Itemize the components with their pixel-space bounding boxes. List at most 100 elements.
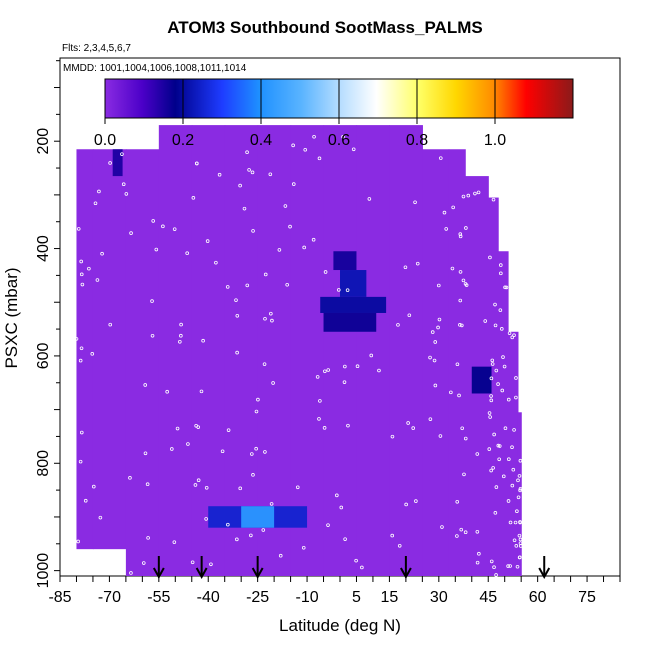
sample-point xyxy=(95,278,100,282)
sample-point xyxy=(315,375,320,379)
sample-point xyxy=(512,428,516,432)
sample-point xyxy=(262,362,267,366)
sample-point xyxy=(191,196,196,200)
sample-point xyxy=(343,364,347,369)
sample-point xyxy=(254,409,259,414)
sample-point xyxy=(508,520,513,525)
sample-point xyxy=(209,562,213,567)
sample-point xyxy=(510,483,515,488)
chart-title: ATOM3 Southbound SootMass_PALMS xyxy=(167,18,483,37)
sample-point xyxy=(461,278,466,283)
sample-point xyxy=(141,561,146,565)
sample-point xyxy=(225,285,230,289)
sample-point xyxy=(466,193,471,198)
sample-point xyxy=(74,337,79,341)
sample-point xyxy=(76,539,80,544)
sample-point xyxy=(498,263,503,267)
sample-point xyxy=(507,457,511,461)
sample-point xyxy=(438,156,443,160)
sample-point xyxy=(204,517,208,521)
sample-point xyxy=(360,565,364,570)
sample-point xyxy=(442,210,447,215)
sample-point xyxy=(507,331,512,335)
sample-point xyxy=(194,161,199,166)
sample-point xyxy=(226,522,230,527)
sample-point xyxy=(518,520,522,524)
sample-point xyxy=(326,523,330,527)
sample-point xyxy=(458,270,463,274)
sample-point xyxy=(464,226,468,230)
coverage-column xyxy=(191,125,226,576)
sample-point xyxy=(312,134,316,139)
sample-point xyxy=(460,426,465,431)
sample-point xyxy=(238,486,243,491)
sample-point xyxy=(249,452,254,456)
dates-note: MMDD: 1001,1004,1006,1008,1011,1014 xyxy=(63,63,247,74)
sample-point xyxy=(78,358,83,363)
x-axis-label: Latitude (deg N) xyxy=(279,616,401,635)
sample-point xyxy=(500,388,505,393)
sample-point xyxy=(503,285,507,290)
sample-point xyxy=(497,457,501,462)
sample-point xyxy=(79,259,83,264)
coverage-column xyxy=(257,125,292,576)
sample-point xyxy=(506,564,510,568)
sample-point xyxy=(489,468,493,473)
sample-point xyxy=(444,227,449,231)
sample-point xyxy=(451,205,455,210)
coverage-column xyxy=(323,125,358,576)
sample-point xyxy=(459,527,464,532)
sample-point xyxy=(335,493,339,498)
sample-point xyxy=(317,156,322,161)
sample-point xyxy=(83,498,88,503)
sample-point xyxy=(501,474,506,479)
heatmap-cell xyxy=(241,506,275,528)
sample-point xyxy=(268,172,273,177)
coverage-column xyxy=(356,125,391,576)
sample-point xyxy=(414,499,418,503)
sample-point xyxy=(342,380,347,384)
sample-point xyxy=(411,426,416,430)
sample-point xyxy=(483,319,488,323)
sample-point xyxy=(517,474,522,478)
sample-point xyxy=(498,308,503,312)
y-tick-label: 400 xyxy=(35,235,52,262)
sample-point xyxy=(518,537,523,542)
sample-point xyxy=(458,232,463,236)
sample-point xyxy=(464,283,469,287)
sample-point xyxy=(291,143,295,148)
sample-point xyxy=(458,298,463,303)
sample-point xyxy=(341,134,345,139)
sample-point xyxy=(473,191,477,196)
sample-point xyxy=(277,248,282,252)
sample-point xyxy=(438,434,443,438)
sample-point xyxy=(518,555,522,560)
sample-point xyxy=(108,322,113,327)
sample-point xyxy=(263,272,268,277)
coverage-column xyxy=(125,149,160,576)
sample-point xyxy=(129,571,133,575)
coverage-column xyxy=(224,125,259,576)
sample-point xyxy=(463,436,468,441)
x-tick-label: 45 xyxy=(479,589,497,606)
sample-point xyxy=(487,411,492,415)
sample-point xyxy=(494,573,498,577)
sample-point xyxy=(79,346,84,351)
sample-point xyxy=(512,538,517,543)
sample-point xyxy=(515,509,519,513)
sample-point xyxy=(150,334,155,338)
x-tick-label: 5 xyxy=(352,589,361,606)
sample-point xyxy=(510,335,515,340)
sample-point xyxy=(514,395,518,400)
sample-point xyxy=(390,533,395,538)
sample-point xyxy=(491,466,495,470)
x-tick-label: -70 xyxy=(98,589,121,606)
sample-point xyxy=(339,505,344,510)
sample-point xyxy=(436,325,440,330)
heatmap-cell xyxy=(112,149,123,177)
sample-point xyxy=(98,515,103,520)
axes: -85 -70 -55 -40 -25 -10 5 15 30 45 60 75 200 400 600 80… xyxy=(35,60,621,606)
sample-point xyxy=(489,398,494,403)
sample-point xyxy=(437,317,442,322)
